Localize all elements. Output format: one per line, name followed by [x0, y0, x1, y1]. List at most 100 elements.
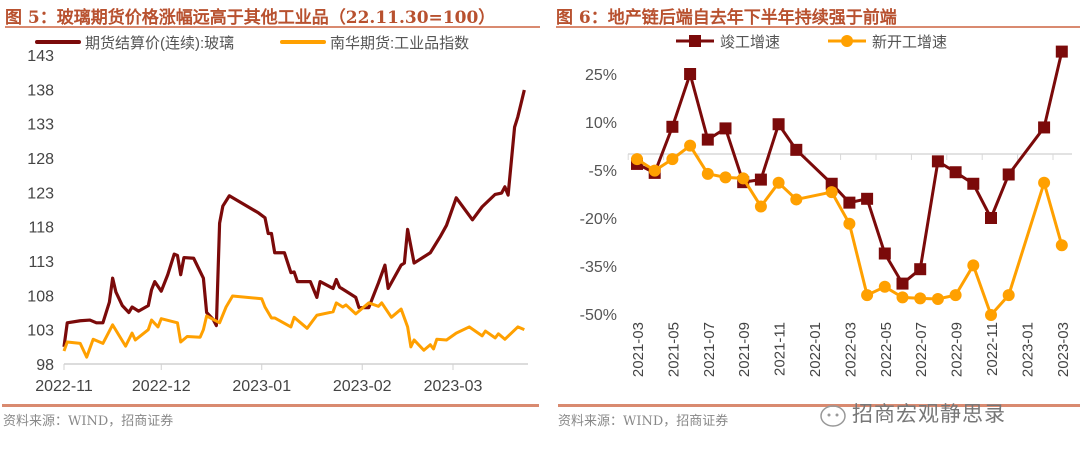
data-marker-square	[1002, 168, 1015, 181]
data-marker-circle	[843, 217, 856, 230]
data-marker-square	[684, 68, 697, 80]
data-marker-square	[701, 133, 714, 146]
data-marker-circle	[914, 292, 927, 305]
data-marker-square	[967, 177, 980, 190]
x-tick-label: 2021-07	[701, 322, 718, 377]
data-marker-circle	[931, 292, 944, 305]
x-tick-label: 2023-03	[424, 378, 483, 395]
x-tick-label: 2022-03	[842, 322, 859, 377]
data-marker-circle	[701, 167, 714, 180]
data-marker-circle	[719, 171, 732, 184]
y-tick-label: 25%	[585, 67, 617, 84]
data-marker-square	[1038, 121, 1051, 134]
legend-marker	[841, 35, 853, 47]
data-marker-square	[843, 196, 856, 209]
data-marker-circle	[825, 186, 838, 199]
left-chart: 98 103 108 113 118 123 128 133 138 143 2022-11 2022…	[27, 34, 528, 395]
data-marker-circle	[1038, 176, 1051, 189]
data-marker-square	[931, 155, 944, 168]
legend-label: 竣工增速	[720, 34, 780, 51]
y-tick-label: -50%	[580, 307, 617, 324]
data-marker-square	[754, 173, 767, 186]
data-marker-square	[985, 212, 997, 224]
legend-label: 期货结算价(连续):玻璃	[85, 34, 234, 52]
data-marker-circle	[1055, 239, 1068, 252]
x-tick-label: 2023-03	[1055, 322, 1072, 377]
x-tick-label: 2022-05	[878, 322, 895, 377]
right-chart-title: 图 6：地产链后端自去年下半年持续强于前端	[556, 8, 897, 28]
data-marker-circle	[631, 153, 643, 166]
y-tick-label: -5%	[589, 163, 617, 180]
series-line-2	[636, 144, 1064, 317]
y-tick-label: 128	[27, 151, 54, 168]
series-line-1	[636, 51, 1064, 286]
left-footer-rule	[2, 404, 539, 407]
data-marker-circle	[878, 280, 891, 293]
y-tick-label: 98	[36, 357, 54, 374]
wechat-icon	[820, 405, 846, 427]
y-tick-label: 108	[27, 288, 54, 305]
y-tick-label: 10%	[585, 115, 617, 132]
data-marker-circle	[772, 176, 785, 189]
data-marker-square	[1055, 45, 1068, 58]
y-tick-label: 113	[28, 254, 54, 271]
x-tick-label: 2023-01	[232, 378, 291, 395]
right-source: 资料来源：WIND，招商证券	[558, 414, 729, 429]
x-tick-label: 2021-09	[736, 322, 753, 377]
data-marker-square	[914, 263, 927, 276]
y-tick-label: 143	[27, 48, 54, 65]
y-tick-label: -20%	[580, 211, 617, 228]
legend-marker	[689, 35, 701, 47]
y-tick-label: 138	[27, 82, 54, 99]
data-marker-circle	[967, 259, 980, 272]
series-line-1	[62, 89, 526, 348]
data-marker-square	[949, 166, 962, 179]
data-marker-circle	[790, 193, 803, 206]
data-marker-circle	[666, 153, 679, 166]
y-tick-label: -35%	[580, 259, 617, 276]
data-marker-circle	[648, 164, 661, 177]
data-marker-square	[896, 277, 909, 290]
data-marker-square	[772, 118, 785, 131]
data-marker-circle	[896, 291, 909, 304]
data-marker-circle	[949, 289, 962, 302]
legend-label: 南华期货:工业品指数	[330, 35, 469, 52]
x-tick-label: 2023-02	[333, 378, 392, 395]
series-line-2	[62, 294, 525, 359]
x-tick-label: 2022-07	[913, 322, 930, 377]
y-tick-label: 133	[27, 117, 54, 134]
x-tick-label: 2021-05	[665, 322, 682, 377]
data-marker-square	[878, 247, 891, 260]
x-tick-label: 2021-03	[630, 322, 647, 377]
x-tick-label: 2021-11	[772, 322, 789, 376]
data-marker-square	[719, 122, 732, 135]
data-marker-circle	[754, 200, 767, 213]
legend-label: 新开工增速	[872, 34, 947, 51]
charts-canvas: 98 103 108 113 118 123 128 133 138 143 2022-11 2022…	[27, 34, 1072, 395]
data-marker-square	[825, 177, 838, 190]
right-footer-rule	[558, 404, 1080, 407]
right-title-rule	[556, 26, 1080, 28]
right-chart: 25% 10% -5% -20% -35% -50% 2021-03 2021-05 2021-…	[580, 34, 1072, 377]
left-source: 资料来源：WIND，招商证券	[3, 414, 174, 429]
x-tick-label: 2023-01	[1019, 322, 1036, 377]
data-marker-circle	[861, 289, 874, 302]
x-tick-label: 2022-09	[949, 322, 966, 377]
left-title-rule	[5, 26, 540, 28]
data-marker-circle	[737, 172, 750, 185]
left-chart-title: 图 5：玻璃期货价格涨幅远高于其他工业品（22.11.30=100）	[5, 8, 496, 28]
data-marker-circle	[684, 139, 697, 152]
y-tick-label: 103	[27, 323, 54, 340]
data-marker-square	[861, 192, 874, 205]
x-tick-label: 2022-11	[984, 322, 1001, 376]
y-tick-label: 123	[27, 185, 54, 202]
data-marker-circle	[1002, 289, 1015, 302]
data-marker-circle	[985, 308, 997, 321]
watermark: 招商宏观静思录	[852, 402, 1006, 426]
data-marker-square	[790, 143, 803, 156]
x-tick-label: 2022-01	[807, 322, 824, 377]
data-marker-square	[666, 120, 679, 133]
x-tick-label: 2022-11	[35, 378, 93, 395]
y-tick-label: 118	[28, 220, 54, 237]
x-tick-label: 2022-12	[132, 378, 191, 395]
